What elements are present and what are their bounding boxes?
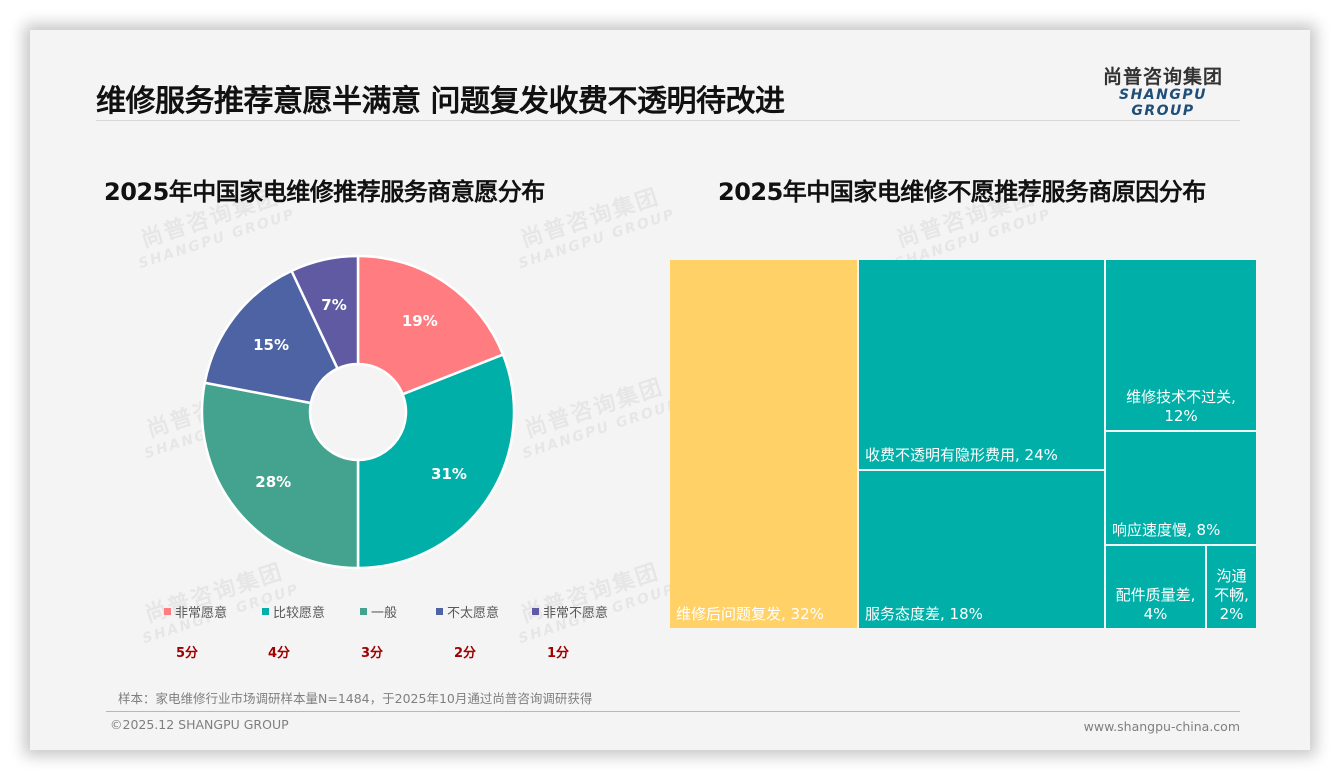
score-label: 2分	[454, 646, 477, 661]
legend-label: 不太愿意	[447, 606, 500, 621]
legend-swatch	[360, 608, 367, 615]
treemap-cell-label: 维修后问题复发, 32%	[676, 605, 824, 623]
treemap-cell-label: 服务态度差, 18%	[865, 605, 983, 623]
footer-divider	[106, 711, 1240, 712]
legend-swatch	[164, 608, 171, 615]
legend-label: 非常愿意	[175, 606, 228, 621]
donut-chart	[200, 254, 516, 570]
legend-item: 非常不愿意	[532, 602, 608, 621]
treemap-cell-label: 响应速度慢, 8%	[1112, 521, 1221, 539]
treemap-chart: 维修后问题复发, 32% 收费不透明有隐形费用, 24% 服务态度差, 18% 维修技…	[670, 260, 1256, 628]
legend-label: 比较愿意	[273, 606, 326, 621]
slide: 维修服务推荐意愿半满意 问题复发收费不透明待改进 尚普咨询集团 SHANGPU …	[30, 30, 1310, 750]
treemap-cell: 配件质量差, 4%	[1106, 546, 1205, 628]
website: www.shangpu-china.com	[1083, 719, 1240, 734]
donut-slice-3	[200, 381, 360, 570]
logo: 尚普咨询集团 SHANGPU GROUP	[1088, 62, 1238, 119]
treemap-cell: 服务态度差, 18%	[859, 471, 1104, 628]
donut-slice-4	[203, 269, 340, 405]
donut-slice-label: 31%	[431, 464, 467, 483]
treemap-cell-label: 沟通	[1216, 567, 1247, 585]
donut-slice-label: 28%	[255, 473, 292, 492]
donut-legend: 非常愿意 比较愿意 一般 不太愿意 非常不愿意	[160, 602, 620, 622]
treemap-cell-label: 维修技术不过关,	[1126, 388, 1236, 406]
legend-item: 一般	[360, 602, 397, 621]
treemap-cell-label: 收费不透明有隐形费用, 24%	[865, 446, 1058, 464]
legend-label: 非常不愿意	[543, 606, 609, 621]
treemap-cell: 维修技术不过关, 12%	[1106, 260, 1256, 430]
legend-item: 非常愿意	[164, 602, 227, 621]
treemap-cell-label: 不畅,	[1214, 586, 1249, 604]
score-label: 3分	[361, 646, 384, 661]
donut-slice-label: 19%	[401, 312, 438, 331]
score-label: 4分	[268, 646, 291, 661]
donut-slice-label: 15%	[253, 335, 290, 354]
sample-note: 样本：家电维修行业市场调研样本量N=1484，于2025年10月通过尚普咨询调研…	[118, 691, 593, 706]
legend-swatch	[436, 608, 443, 615]
treemap-cell-label: 12%	[1164, 407, 1198, 425]
treemap-cell: 收费不透明有隐形费用, 24%	[859, 260, 1104, 469]
donut-chart-title: 2025年中国家电维修推荐服务商意愿分布	[104, 178, 545, 206]
legend-item: 不太愿意	[436, 602, 499, 621]
treemap-cell: 沟通 不畅, 2%	[1207, 546, 1256, 628]
treemap-cell-label: 配件质量差,	[1115, 586, 1196, 604]
treemap-cell-label: 2%	[1219, 605, 1244, 623]
copyright: ©2025.12 SHANGPU GROUP	[110, 717, 289, 732]
treemap-cell: 响应速度慢, 8%	[1106, 432, 1256, 544]
donut-slice-label: 7%	[321, 295, 347, 314]
donut-slice-2	[356, 352, 516, 570]
treemap-cell: 维修后问题复发, 32%	[670, 260, 857, 628]
logo-en: SHANGPU GROUP	[1119, 87, 1207, 119]
treemap-cell-label: 4%	[1143, 605, 1168, 623]
legend-item: 比较愿意	[262, 602, 325, 621]
score-label: 5分	[176, 646, 199, 661]
donut-slice-1	[356, 254, 505, 396]
treemap-chart-title: 2025年中国家电维修不愿推荐服务商原因分布	[718, 178, 1206, 206]
legend-swatch	[262, 608, 269, 615]
title-divider	[96, 120, 1240, 121]
legend-label: 一般	[371, 606, 398, 621]
legend-swatch	[532, 608, 539, 615]
donut-slice-5	[289, 254, 360, 371]
page-title: 维修服务推荐意愿半满意 问题复发收费不透明待改进	[96, 84, 785, 119]
logo-cn: 尚普咨询集团	[1102, 66, 1223, 88]
score-label: 1分	[547, 646, 570, 661]
